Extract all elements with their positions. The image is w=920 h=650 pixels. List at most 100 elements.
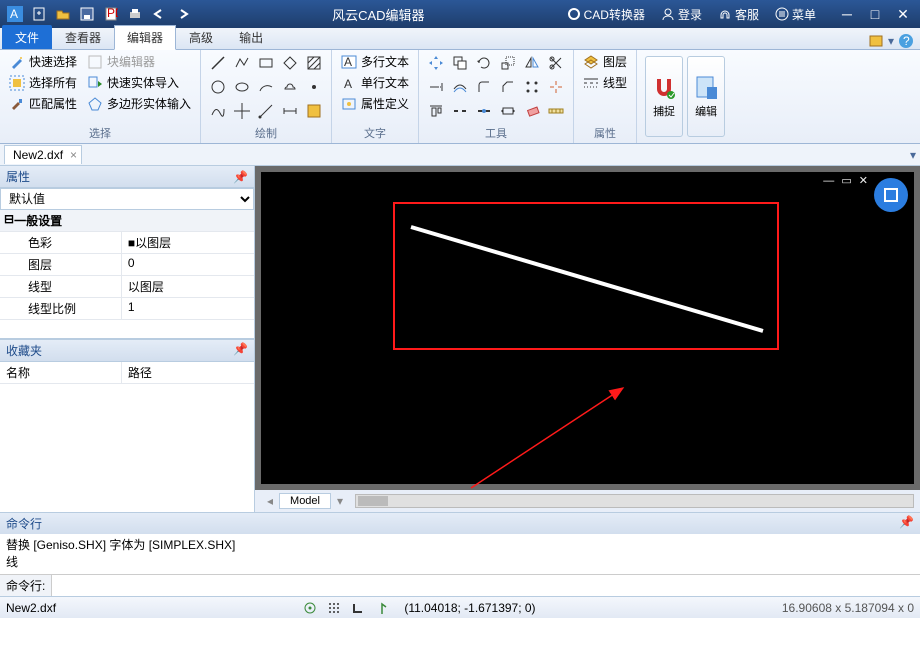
app-title: 风云CAD编辑器 [194, 5, 563, 24]
text-group-label: 文字 [338, 124, 412, 141]
cad-converter-link[interactable]: CAD转换器 [563, 4, 649, 25]
tab-output[interactable]: 输出 [226, 25, 276, 49]
spline-tool[interactable] [207, 100, 229, 122]
measure-tool[interactable] [545, 100, 567, 122]
redo-icon[interactable] [172, 3, 194, 25]
menu-link[interactable]: 菜单 [771, 4, 820, 25]
align-tool[interactable] [425, 100, 447, 122]
join-tool[interactable] [473, 100, 495, 122]
quick-select-button[interactable]: 快速选择 [6, 52, 80, 71]
favorites-columns: 名称 路径 [0, 362, 254, 384]
help-icon[interactable]: ? [898, 33, 914, 49]
move-tool[interactable] [425, 52, 447, 74]
new-icon[interactable] [28, 3, 50, 25]
title-right: CAD转换器 登录 客服 菜单 ─ □ ✕ [563, 4, 916, 25]
ray-tool[interactable] [255, 100, 277, 122]
copy-tool[interactable] [449, 52, 471, 74]
quick-entity-import-button[interactable]: 快速实体导入 [84, 73, 194, 92]
status-grid-icon[interactable] [326, 600, 342, 616]
block-editor-button[interactable]: 块编辑器 [84, 52, 194, 71]
maximize-button[interactable]: □ [862, 4, 888, 24]
layer-icon [583, 54, 599, 70]
command-label: 命令行: [0, 575, 52, 596]
polygon-entity-input-button[interactable]: 多边形实体输入 [84, 94, 194, 113]
multiline-text-button[interactable]: A多行文本 [338, 52, 412, 71]
command-input[interactable] [52, 575, 920, 596]
snap-button[interactable]: 捕捉 [645, 56, 683, 137]
login-link[interactable]: 登录 [657, 4, 706, 25]
tabs-dropdown-icon[interactable]: ▾ [910, 148, 916, 162]
polyline-tool[interactable] [231, 52, 253, 74]
status-polar-icon[interactable] [374, 600, 390, 616]
more-draw-icon[interactable] [303, 100, 325, 122]
prop-group-general[interactable]: ⊟ 一般设置 [0, 210, 254, 232]
edit-icon [693, 75, 719, 101]
drawing-canvas[interactable]: — ▭ ✕ [261, 172, 914, 484]
stretch-tool[interactable] [497, 100, 519, 122]
options-icon[interactable] [868, 33, 884, 49]
status-snap-icon[interactable] [302, 600, 318, 616]
save-icon[interactable] [76, 3, 98, 25]
support-link[interactable]: 客服 [714, 4, 763, 25]
status-ortho-icon[interactable] [350, 600, 366, 616]
svg-text:?: ? [903, 34, 910, 48]
cloud-tool[interactable] [279, 76, 301, 98]
login-label: 登录 [678, 6, 702, 23]
edit-button[interactable]: 编辑 [687, 56, 725, 137]
app-icon[interactable]: A [4, 3, 26, 25]
wand-icon [9, 54, 25, 70]
pin-icon[interactable]: 📌 [233, 170, 248, 184]
singleline-text-button[interactable]: A单行文本 [338, 73, 412, 92]
chevron-down-icon[interactable]: ▾ [888, 34, 894, 48]
pin-icon[interactable]: 📌 [233, 342, 248, 359]
rotate-tool[interactable] [473, 52, 495, 74]
table-row[interactable]: 线型以图层 [0, 276, 254, 298]
circle-tool[interactable] [207, 76, 229, 98]
line-tool[interactable] [207, 52, 229, 74]
mirror-tool[interactable] [521, 52, 543, 74]
arc-tool[interactable] [255, 76, 277, 98]
close-tab-icon[interactable]: × [70, 148, 77, 162]
properties-filter-select[interactable]: 默认值 [0, 188, 254, 210]
hatch-tool[interactable] [303, 52, 325, 74]
polygon-tool[interactable] [279, 52, 301, 74]
match-props-button[interactable]: 匹配属性 [6, 94, 80, 113]
draw-group-label: 绘制 [207, 124, 325, 141]
rect-tool[interactable] [255, 52, 277, 74]
horizontal-scrollbar[interactable] [355, 494, 914, 508]
point-tool[interactable] [303, 76, 325, 98]
erase-tool[interactable] [521, 100, 543, 122]
open-icon[interactable] [52, 3, 74, 25]
pin-icon[interactable]: 📌 [899, 515, 914, 532]
log-line: 替换 [Geniso.SHX] 字体为 [SIMPLEX.SHX] [6, 536, 914, 553]
document-tab[interactable]: New2.dxf × [4, 145, 82, 164]
trim-tool[interactable] [545, 52, 567, 74]
tab-viewer[interactable]: 查看器 [52, 25, 114, 49]
layer-button[interactable]: 图层 [580, 52, 630, 71]
attr-def-button[interactable]: 属性定义 [338, 94, 412, 113]
tab-editor[interactable]: 编辑器 [114, 25, 176, 50]
minimize-button[interactable]: ─ [834, 4, 860, 24]
undo-icon[interactable] [148, 3, 170, 25]
explode-tool[interactable] [545, 76, 567, 98]
pdf-icon[interactable]: PDF [100, 3, 122, 25]
fillet-tool[interactable] [473, 76, 495, 98]
table-row[interactable]: 图层0 [0, 254, 254, 276]
table-row[interactable]: 色彩■以图层 [0, 232, 254, 254]
tab-file[interactable]: 文件 [2, 25, 52, 49]
xline-tool[interactable] [231, 100, 253, 122]
ellipse-tool[interactable] [231, 76, 253, 98]
chamfer-tool[interactable] [497, 76, 519, 98]
dim-tool[interactable] [279, 100, 301, 122]
select-all-button[interactable]: 选择所有 [6, 73, 80, 92]
print-icon[interactable] [124, 3, 146, 25]
array-tool[interactable] [521, 76, 543, 98]
break-tool[interactable] [449, 100, 471, 122]
scale-tool[interactable] [497, 52, 519, 74]
close-button[interactable]: ✕ [890, 4, 916, 24]
extend-tool[interactable] [425, 76, 447, 98]
table-row[interactable]: 线型比例1 [0, 298, 254, 320]
offset-tool[interactable] [449, 76, 471, 98]
tab-advanced[interactable]: 高级 [176, 25, 226, 49]
linetype-button[interactable]: 线型 [580, 73, 630, 92]
